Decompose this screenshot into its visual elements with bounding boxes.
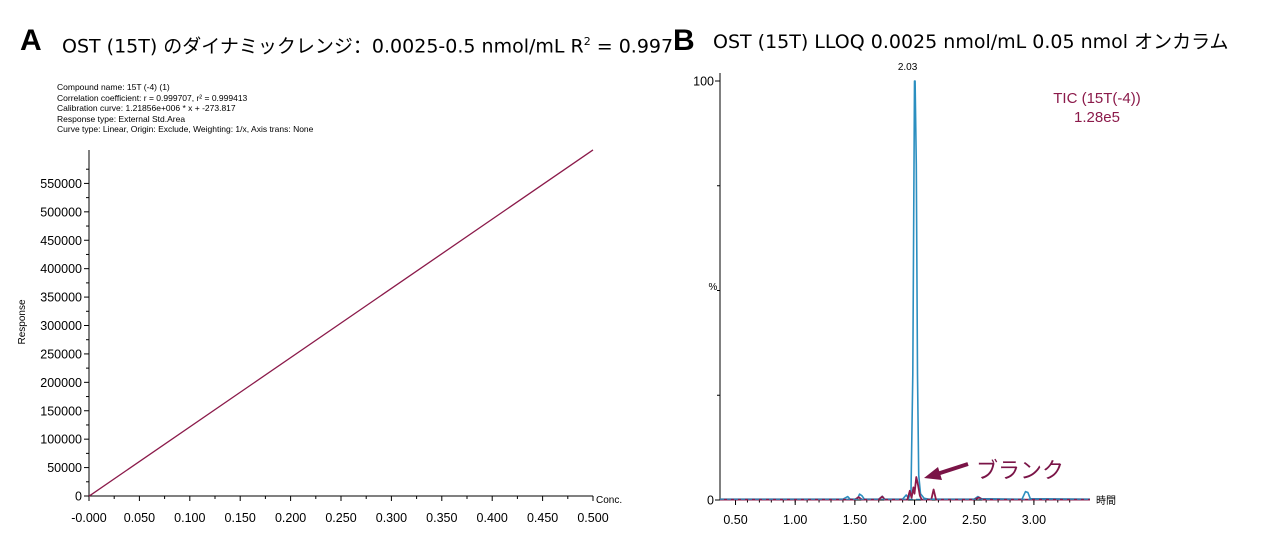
a-y-tick-label: 550000 [40,177,82,191]
info-compound-name: Compound name: 15T (-4) (1) [57,82,170,92]
a-y-tick-label: 0 [75,490,82,504]
b-series-sample [720,80,1091,501]
info-calibration-curve: Calibration curve: 1.21856e+006 * x + -2… [57,103,236,114]
a-y-tick-label: 150000 [40,404,82,418]
b-x-axis-label: 時間 [1096,495,1116,507]
a-y-tick-label: 450000 [40,234,82,248]
b-y-axis-label: % [709,282,718,293]
calibration-info-block: Compound name: 15T (-4) (1) Correlation … [57,82,313,135]
b-annotation-label: ブランク [976,459,1064,484]
panel-b-letter: B [673,24,695,57]
b-x-tick-label: 3.00 [1022,513,1046,527]
a-x-tick-label: 0.050 [124,511,155,525]
panel-a-letter: A [20,24,42,57]
a-y-tick-label: 300000 [40,319,82,333]
a-y-tick-label: 50000 [47,461,82,475]
a-x-tick-label: 0.100 [174,511,205,525]
info-correlation: Correlation coefficient: r = 0.999707, r… [57,92,248,103]
a-calibration-line [88,149,594,497]
a-x-tick-label: 0.400 [477,511,508,525]
a-x-axis-label: Conc. [596,495,622,506]
a-y-tick-label: 200000 [40,376,82,390]
b-x-tick-label: 2.00 [902,513,926,527]
b-annotation-arrow-shaft [936,462,969,476]
a-y-tick-label: 400000 [40,262,82,276]
a-y-axis-label: Response [17,299,28,344]
panel-a-title: OST (15T) のダイナミックレンジ：0.0025-0.5 nmol/mL … [62,31,673,57]
b-x-tick-label: 0.50 [723,513,747,527]
a-x-tick-label: 0.250 [325,511,356,525]
a-y-tick-label: 250000 [40,347,82,361]
b-x-tick-label: 1.50 [843,513,867,527]
panel-b-title: OST (15T) LLOQ 0.0025 nmol/mL 0.05 nmol … [713,31,1229,53]
info-response-type: Response type: External Std.Area [57,113,186,124]
a-x-tick-label: 0.350 [426,511,457,525]
b-y-tick-label: 100 [693,75,714,89]
b-x-tick-label: 2.50 [962,513,986,527]
b-x-tick-label: 1.00 [783,513,807,527]
a-x-tick-label: 0.300 [376,511,407,525]
b-annotation-arrowhead [924,467,942,480]
a-y-tick-label: 100000 [40,433,82,447]
b-peak-label: 2.03 [898,62,918,73]
b-legend-name: TIC (15T(-4)) [1053,90,1141,107]
panel-a-title-end: = 0.997 [590,35,674,58]
a-y-tick-label: 350000 [40,291,82,305]
a-x-tick-label: 0.150 [225,511,256,525]
a-x-tick-label: -0.000 [71,511,106,525]
b-series-blank [720,476,1090,501]
panel-a-title-sup: 2 [583,35,591,48]
info-curve-type: Curve type: Linear, Origin: Exclude, Wei… [57,124,314,135]
a-x-tick-label: 0.200 [275,511,306,525]
a-y-tick-label: 500000 [40,205,82,219]
panel-a-title-main: OST (15T) のダイナミックレンジ：0.0025-0.5 nmol/mL … [62,35,584,58]
b-y-tick-label: 0 [707,494,714,508]
a-x-tick-label: 0.500 [577,511,608,525]
a-x-tick-label: 0.450 [527,511,558,525]
b-legend-value: 1.28e5 [1074,109,1120,126]
